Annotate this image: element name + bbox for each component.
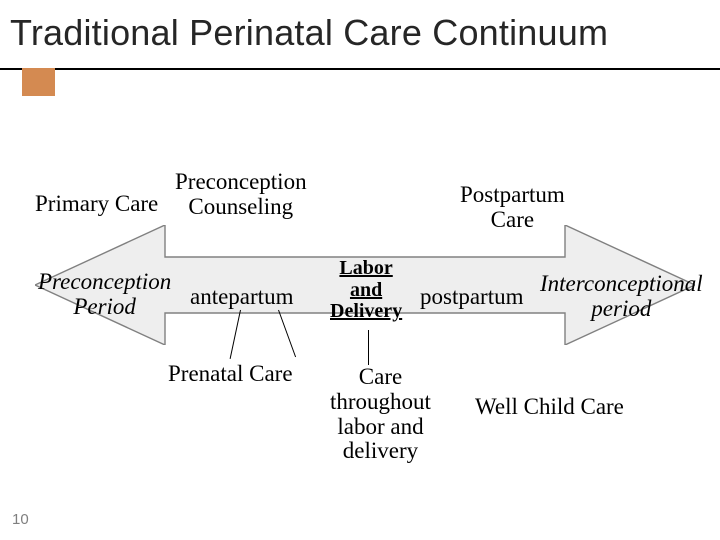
label-interconceptional-period: Interconceptional period — [540, 272, 703, 322]
slide-number: 10 — [12, 511, 29, 528]
label-preconception-period: Preconception Period — [38, 270, 171, 320]
label-primary-care: Primary Care — [35, 192, 158, 217]
tick-3 — [368, 330, 369, 365]
label-preconception-counseling: Preconception Counseling — [175, 170, 307, 220]
label-labor-and-delivery: Labor and Delivery — [330, 258, 402, 323]
label-postpartum: postpartum — [420, 285, 524, 310]
label-well-child-care: Well Child Care — [475, 395, 624, 420]
label-prenatal-care: Prenatal Care — [168, 362, 293, 387]
accent-box — [22, 68, 55, 96]
label-care-throughout: Care throughout labor and delivery — [330, 365, 431, 464]
slide-title: Traditional Perinatal Care Continuum — [10, 12, 608, 54]
label-postpartum-care: Postpartum Care — [460, 183, 565, 233]
label-antepartum: antepartum — [190, 285, 293, 310]
title-rule — [0, 68, 720, 70]
